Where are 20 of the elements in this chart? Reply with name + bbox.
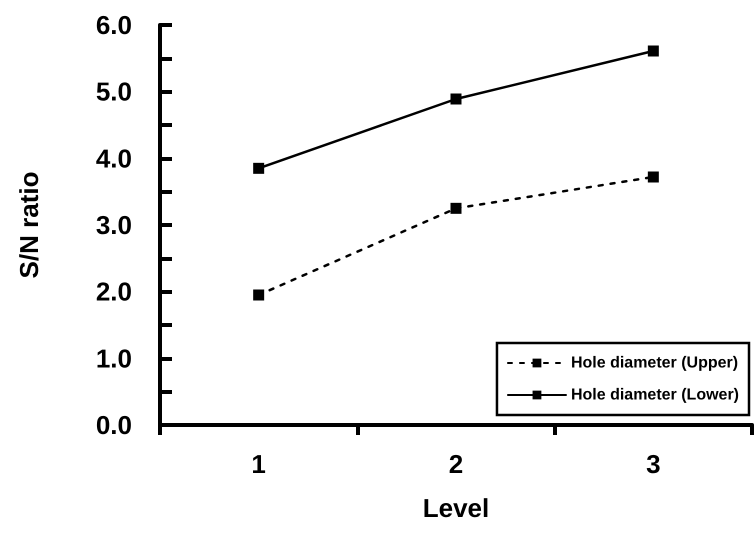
y-tick-label: 2.0 [96,276,132,307]
x-tick-label: 3 [646,449,661,479]
y-tick-label: 5.0 [96,76,132,107]
point [450,94,462,104]
y-tick-label: 1.0 [96,343,132,374]
legend-label: Hole diameter (Upper) [570,354,738,372]
y-tick-label: 6.0 [96,10,132,40]
x-axis-title: Level [422,493,490,523]
point [648,46,659,56]
point [253,162,264,174]
x-tick-label: 1 [251,449,266,479]
y-tick-label: 3.0 [96,210,132,240]
x-tick-label: 2 [448,449,464,479]
legend-label: Hole diameter (Lower) [570,386,739,404]
y-tick-label: 4.0 [96,143,132,174]
y-tick-label: 0.0 [96,410,132,440]
point [450,202,462,214]
point [648,172,659,182]
y-axis-title: S/N ratio [14,172,44,278]
point [253,290,264,300]
